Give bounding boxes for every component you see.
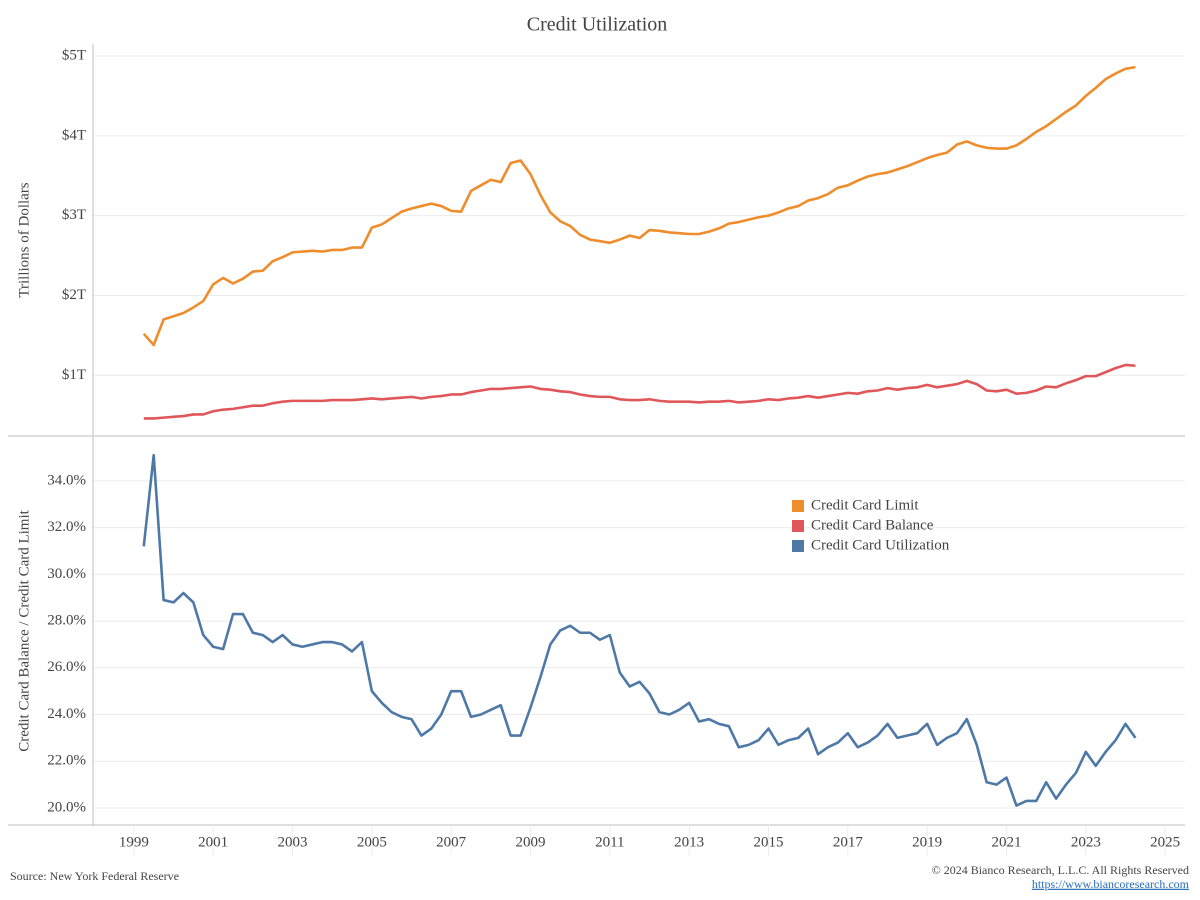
copyright: © 2024 Bianco Research, L.L.C. All Right… — [932, 863, 1189, 877]
y-tick-label: $2T — [62, 287, 86, 303]
x-tick-label: 2015 — [754, 834, 784, 850]
legend-swatch — [792, 540, 804, 552]
y-tick-label: 26.0% — [47, 659, 86, 675]
legend-label: Credit Card Balance — [811, 517, 934, 533]
legend-swatch — [792, 520, 804, 532]
x-tick-label: 2001 — [198, 834, 228, 850]
series-line — [143, 363, 1136, 420]
source-note: Source: New York Federal Reserve — [10, 869, 179, 883]
x-tick-label: 2011 — [595, 834, 624, 850]
y-tick-label: 32.0% — [47, 519, 86, 535]
x-tick-label: 2013 — [674, 834, 704, 850]
series-line — [142, 65, 1136, 347]
x-tick-label: 2025 — [1150, 834, 1180, 850]
x-tick-label: 2003 — [278, 834, 308, 850]
x-tick-label: 2021 — [992, 834, 1022, 850]
x-tick-label: 2005 — [357, 834, 387, 850]
y-tick-label: $3T — [62, 207, 86, 223]
y-tick-label: 22.0% — [47, 753, 86, 769]
y-tick-label: $4T — [62, 127, 86, 143]
x-tick-label: 2019 — [912, 834, 942, 850]
legend-label: Credit Card Utilization — [811, 537, 950, 553]
chart-title: Credit Utilization — [527, 14, 668, 36]
website-link[interactable]: https://www.biancoresearch.com — [1032, 877, 1190, 891]
x-tick-label: 2023 — [1071, 834, 1101, 850]
y-tick-label: $5T — [62, 47, 86, 63]
y-tick-label: 28.0% — [47, 613, 86, 629]
x-tick-label: 2009 — [516, 834, 546, 850]
y-axis-label: Credit Card Balance / Credit Card Limit — [16, 509, 32, 751]
x-tick-label: 2007 — [436, 834, 467, 850]
y-tick-label: 34.0% — [47, 472, 86, 488]
y-tick-label: $1T — [62, 367, 86, 383]
series-line — [142, 453, 1137, 807]
y-axis-label: Trillions of Dollars — [16, 182, 32, 297]
y-tick-label: 24.0% — [47, 706, 86, 722]
x-tick-label: 1999 — [119, 834, 149, 850]
x-tick-label: 2017 — [833, 834, 864, 850]
y-tick-label: 20.0% — [47, 799, 86, 815]
legend-label: Credit Card Limit — [811, 497, 919, 513]
y-tick-label: 30.0% — [47, 566, 86, 582]
legend-swatch — [792, 500, 804, 512]
